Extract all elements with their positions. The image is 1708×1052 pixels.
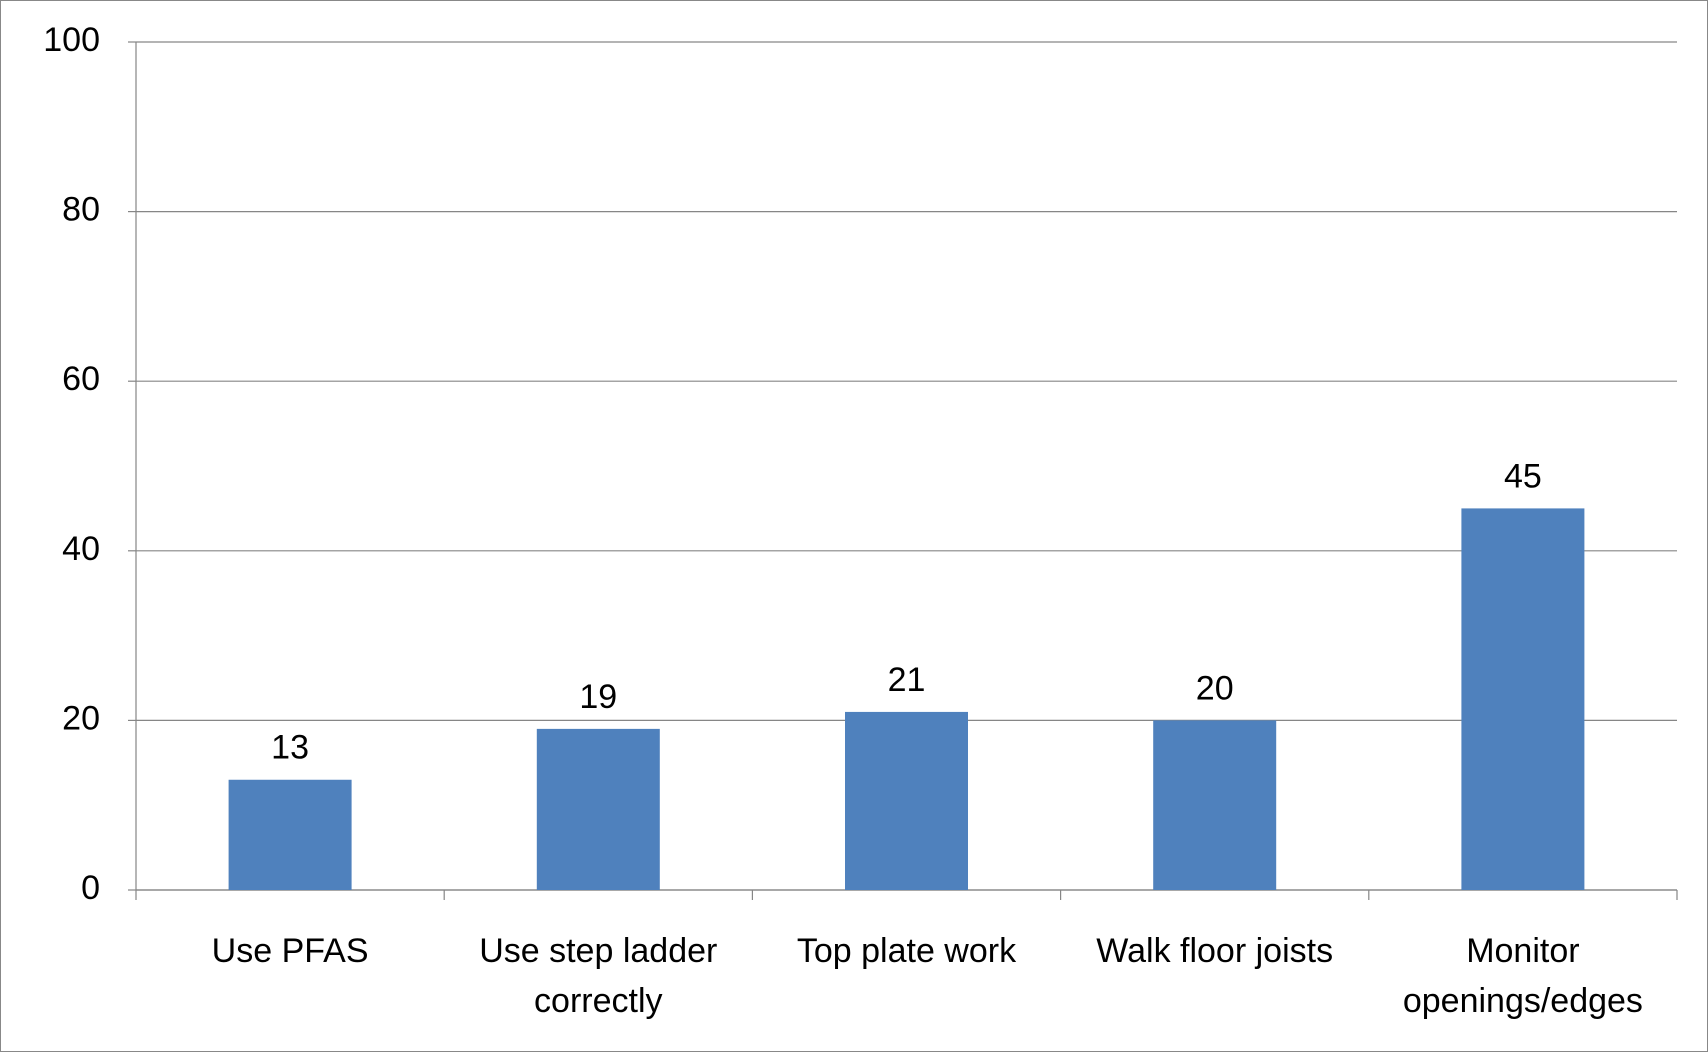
x-tick-label: Use PFAS <box>211 932 369 970</box>
y-tick-label: 20 <box>62 699 100 737</box>
bar <box>536 728 660 890</box>
x-tick-label: Monitor openings/edges <box>1402 932 1643 1020</box>
x-tick-label: Top plate work <box>796 932 1017 970</box>
y-tick-label: 60 <box>62 360 100 398</box>
data-label: 21 <box>888 661 926 699</box>
bar <box>1461 508 1585 890</box>
bar <box>845 711 968 890</box>
y-tick-label: 40 <box>62 530 100 568</box>
x-tick-label: Walk floor joists <box>1096 932 1334 970</box>
y-tick-label: 100 <box>43 21 100 59</box>
y-tick-label: 80 <box>62 191 100 229</box>
data-label: 20 <box>1196 669 1234 707</box>
data-label: 13 <box>271 729 309 767</box>
data-label: 19 <box>579 678 617 716</box>
x-tick-label: Use step ladder correctly <box>479 932 718 1020</box>
data-label: 45 <box>1504 457 1542 495</box>
y-tick-label: 0 <box>81 869 100 907</box>
bar <box>1153 720 1277 890</box>
bar <box>228 779 352 890</box>
